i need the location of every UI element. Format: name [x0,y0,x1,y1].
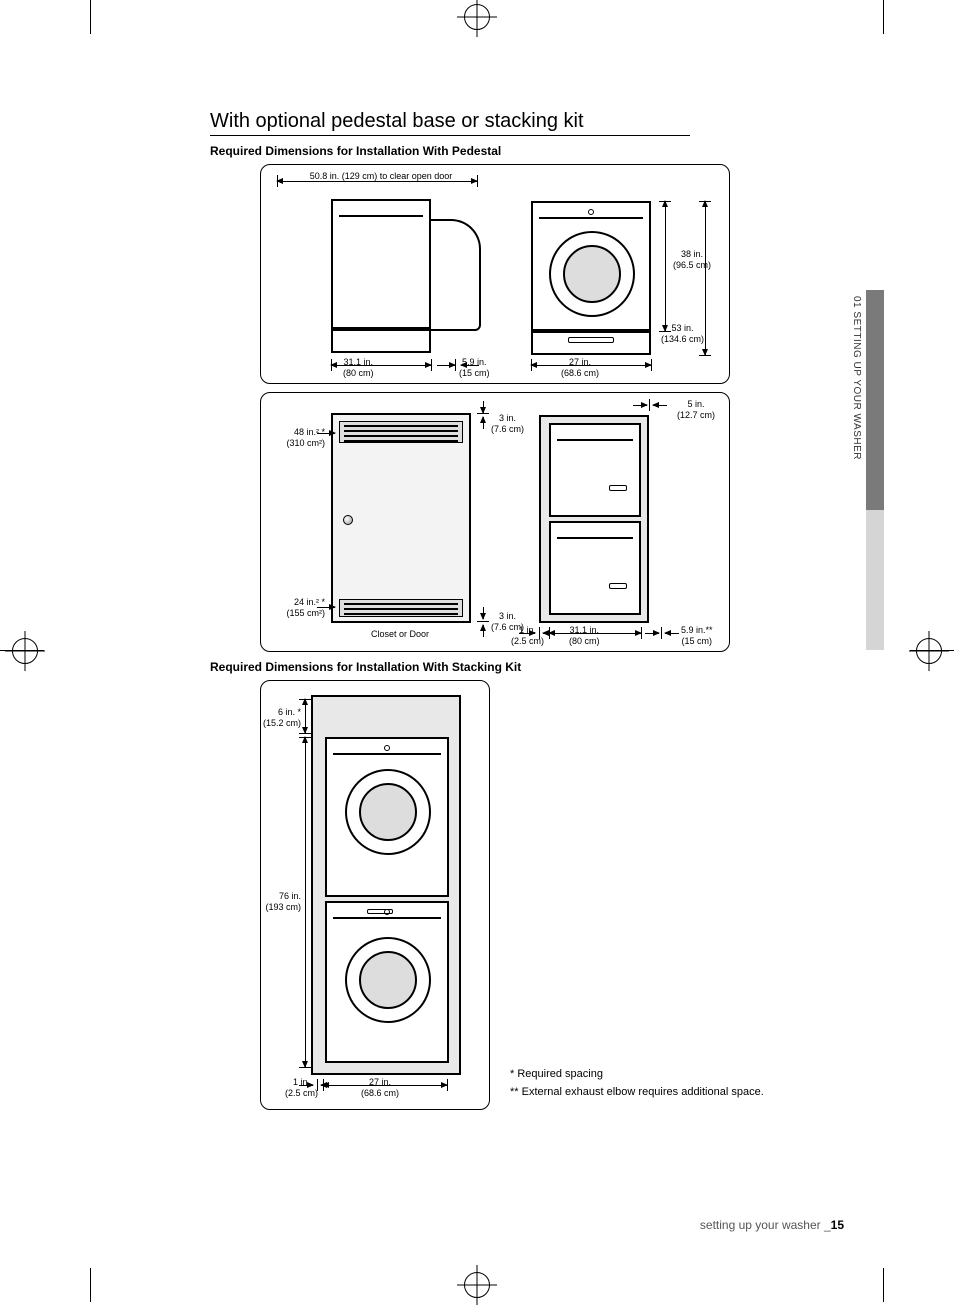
footer-text: setting up your washer _ [700,1218,831,1232]
dim-side-rear: 5.9 in.** (15 cm) [681,625,713,647]
closet-top-vent [339,421,463,443]
dim-rear-gap-arrow [437,365,455,366]
dim-total-height: 53 in. (134.6 cm) [661,323,704,345]
page-content: 01 SETTING UP YOUR WASHER With optional … [90,50,884,1242]
pedestal-side [331,329,431,353]
subhead-pedestal: Required Dimensions for Installation Wit… [210,144,884,158]
subhead-stacking: Required Dimensions for Installation Wit… [210,660,884,674]
section-tab-label: 01 SETTING UP YOUR WASHER [851,296,862,460]
dim-total-height-arrow [705,201,706,355]
dim-stack-side-gap: 1 in. (2.5 cm) [285,1077,318,1099]
registration-mark [464,1272,490,1298]
cropmark [90,0,91,34]
page-footer: setting up your washer _15 [700,1218,844,1232]
stacked-side-view [539,415,649,623]
cropmark [0,650,44,651]
registration-mark [916,638,942,664]
dim-front-height-arrow [665,201,666,331]
dim-stack-top-gap: 6 in. * (15.2 cm) [257,707,301,729]
dim-front-width: 27 in. (68.6 cm) [561,357,599,379]
diagram-stacking-dimensions: 6 in. * (15.2 cm) 76 in. (193 cm) 1 in. … [260,680,490,1110]
dim-stack-height: 76 in. (193 cm) [257,891,301,913]
cropmark [883,1268,884,1302]
dim-side-top-gap: 5 in. (12.7 cm) [677,399,715,421]
pedestal-front [531,331,651,355]
dim-width-side: 31.1 in. (80 cm) [343,357,374,379]
washer-front-view [531,201,651,331]
dim-vent-top: 48 in.² * (310 cm²) [269,427,325,449]
section-title: With optional pedestal base or stacking … [210,110,690,136]
section-tab [866,290,884,650]
registration-mark [12,638,38,664]
page-number: 15 [831,1218,844,1232]
stacking-alcove [311,695,461,1075]
cropmark [883,0,884,34]
registration-mark [464,4,490,30]
cropmark [90,1268,91,1302]
diagram-closet-installation: 48 in.² * (310 cm²) 24 in.² * (155 cm²) … [260,392,730,652]
closet-door [331,413,471,623]
cropmark [910,650,954,651]
dim-stack-width: 27 in. (68.6 cm) [361,1077,399,1099]
closet-label: Closet or Door [371,629,429,640]
dim-door-clear: 50.8 in. (129 cm) to clear open door [301,171,461,182]
dim-closet-top-gap: 3 in. (7.6 cm) [491,413,524,435]
dim-side-width: 31.1 in. (80 cm) [569,625,600,647]
footnote-2: ** External exhaust elbow requires addit… [510,1086,884,1098]
dim-side-left-gap: 1 in. (2.5 cm) [511,625,544,647]
dim-rear-gap: 5.9 in. (15 cm) [459,357,490,379]
washer-side-view [331,199,431,329]
closet-bottom-vent [339,599,463,617]
footnote-1: * Required spacing [510,1068,884,1080]
diagram-pedestal-dimensions: 50.8 in. (129 cm) to clear open door 31.… [260,164,730,384]
